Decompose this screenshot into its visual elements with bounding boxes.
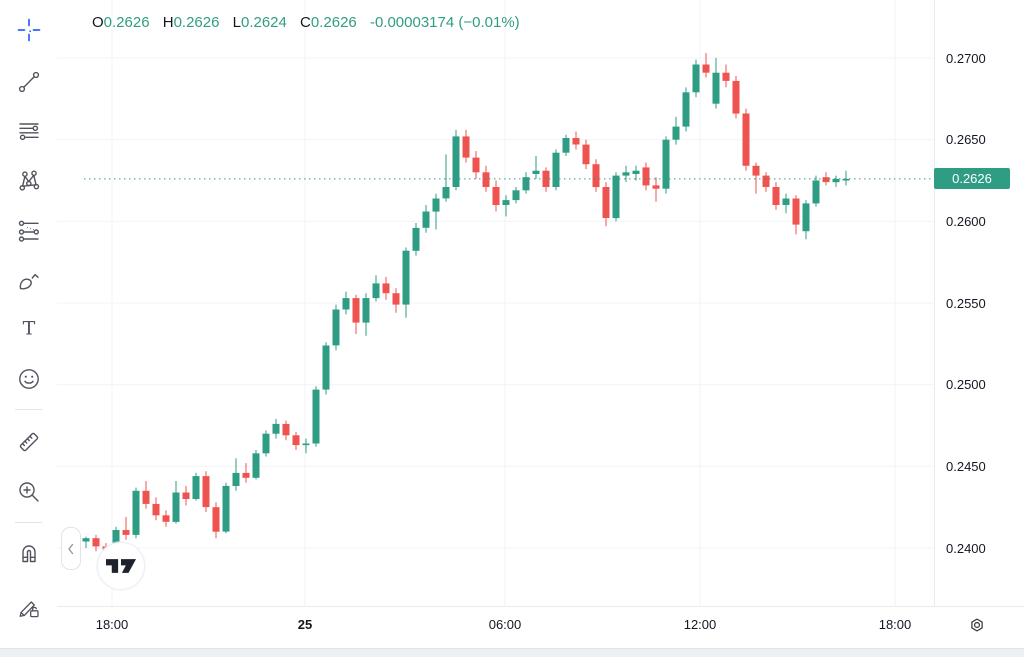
time-axis[interactable]: 18:00 25 06:00 12:00 18:00	[57, 606, 1024, 649]
fib-retracement-tool-button[interactable]	[10, 114, 48, 150]
forecast-icon	[18, 220, 39, 242]
crosshair-tool-button[interactable]	[10, 12, 48, 48]
chevron-left-icon	[68, 543, 74, 554]
time-axis-label: 25	[297, 617, 313, 632]
price-axis[interactable]: 0.2626 0.2700 0.2650 0.2600 0.2550 0.2500 0.2…	[934, 0, 1024, 648]
bottom-status-strip	[0, 648, 1024, 657]
toolbar-divider	[15, 522, 42, 523]
price-axis-label: 0.2450	[946, 458, 986, 474]
candles	[82, 53, 850, 555]
open-value: 0.2626	[103, 14, 150, 31]
price-axis-label: 0.2650	[946, 132, 986, 148]
price-axis-label: 0.2700	[946, 50, 986, 66]
price-axis-label: 0.2500	[946, 377, 986, 393]
ohlc-legend: O0.2626 H0.2626 L0.2624 C0.2626 -0.00003…	[92, 13, 520, 33]
toolbar-collapse-tab[interactable]	[61, 527, 81, 570]
trend-line-tool-button[interactable]	[10, 64, 48, 100]
text-icon: T	[23, 318, 36, 340]
trend-line-icon	[18, 71, 40, 93]
emoji-icon	[19, 369, 39, 389]
emoji-tool-button[interactable]	[10, 361, 48, 397]
time-axis-label: 06:00	[488, 617, 522, 632]
time-axis-label: 12:00	[683, 617, 717, 632]
last-price-badge[interactable]: 0.2626	[934, 168, 1010, 190]
brush-tool-button[interactable]	[10, 262, 48, 298]
magnet-icon	[22, 545, 36, 563]
toolbar-divider	[15, 409, 42, 410]
close-label: C	[300, 14, 311, 31]
zoom-in-icon	[19, 482, 39, 502]
forecast-tool-button[interactable]	[10, 213, 48, 249]
price-axis-label: 0.2550	[946, 295, 986, 311]
gear-icon	[971, 618, 983, 632]
time-axis-label: 18:00	[95, 617, 129, 632]
zoom-in-tool-button[interactable]	[10, 474, 48, 510]
low-label: L	[232, 14, 241, 31]
measure-tool-button[interactable]	[10, 424, 48, 460]
crosshair-icon	[17, 18, 41, 42]
close-value: 0.2626	[310, 14, 357, 31]
xabcd-pattern-icon	[19, 170, 40, 191]
time-axis-label: 18:00	[878, 617, 912, 632]
text-tool-button[interactable]: T	[10, 310, 48, 346]
brush-icon	[19, 274, 39, 290]
grid-lines	[57, 0, 934, 606]
high-label: H	[162, 14, 174, 31]
svg-text:T: T	[23, 318, 36, 340]
price-axis-label: 0.2600	[946, 213, 986, 229]
drawing-toolbar: T	[0, 0, 57, 648]
axis-settings-button[interactable]	[963, 611, 991, 639]
xabcd-pattern-tool-button[interactable]	[10, 163, 48, 199]
ruler-icon	[19, 432, 39, 452]
lock-drawings-tool-button[interactable]	[10, 590, 48, 626]
magnet-tool-button[interactable]	[10, 535, 48, 571]
open-label: O	[92, 14, 104, 31]
fib-retracement-icon	[19, 123, 39, 141]
high-value: 0.2626	[173, 14, 220, 31]
change-value: -0.00003174 (−0.01%)	[369, 14, 520, 31]
tradingview-logo[interactable]	[97, 542, 145, 590]
price-axis-label: 0.2400	[946, 540, 986, 556]
low-value: 0.2624	[240, 14, 287, 31]
pencil-lock-icon	[19, 601, 39, 618]
tradingview-logo-glyph	[106, 559, 136, 573]
